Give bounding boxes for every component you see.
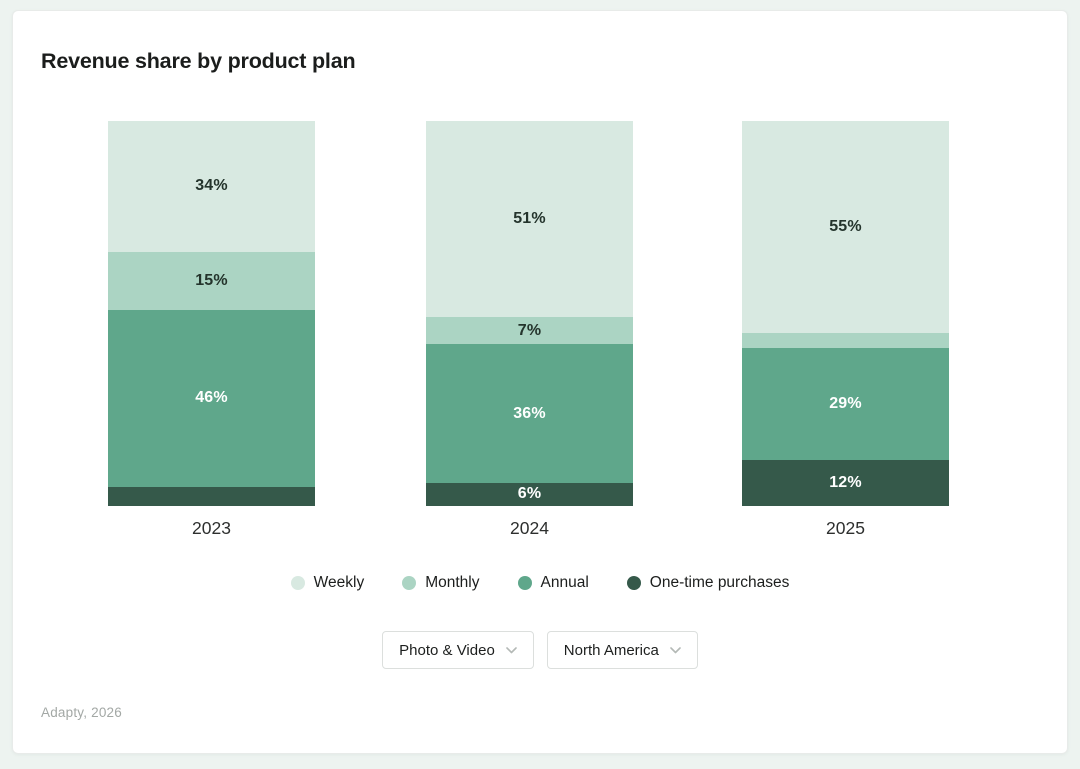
x-axis-label: 2023 — [192, 518, 231, 538]
stacked-bar-2024: 51% 7% 36% 6% — [426, 121, 633, 506]
legend-label: Monthly — [425, 574, 480, 591]
bar-segment-monthly: 7% — [426, 317, 633, 345]
bar-column-2025: 55% 29% 12% 2025 — [742, 121, 949, 539]
bar-segment-weekly: 34% — [108, 121, 315, 252]
segment-value-label: 34% — [195, 177, 228, 195]
segment-value-label: 29% — [829, 394, 862, 412]
legend-label: Weekly — [313, 574, 365, 591]
chevron-down-icon — [505, 646, 517, 654]
region-select-value: North America — [563, 641, 659, 659]
bar-segment-one-time-purchases: 12% — [742, 459, 949, 506]
bar-segment-monthly — [742, 332, 949, 349]
legend-item-one-time-purchases: One-time purchases — [626, 574, 790, 592]
bar-segment-one-time-purchases: 6% — [426, 482, 633, 506]
segment-value-label: 46% — [195, 389, 228, 407]
segment-value-label: 7% — [517, 321, 542, 339]
legend-item-weekly: Weekly — [290, 574, 365, 592]
bar-segment-annual: 46% — [108, 309, 315, 487]
bar-segment-annual: 36% — [426, 344, 633, 483]
chevron-down-icon — [670, 646, 681, 654]
legend-item-annual: Annual — [517, 574, 589, 592]
bar-segment-weekly: 55% — [742, 121, 949, 333]
segment-value-label: 36% — [513, 404, 546, 422]
region-select[interactable]: North America — [546, 631, 698, 669]
bar-column-2024: 51% 7% 36% 6% 2024 — [426, 121, 633, 539]
bar-segment-monthly: 15% — [108, 251, 315, 310]
segment-value-label: 51% — [513, 210, 546, 228]
filters-row: Photo & Video North America — [13, 631, 1067, 669]
legend-dot-icon — [517, 576, 532, 590]
legend-label: Annual — [540, 574, 589, 591]
bar-segment-annual: 29% — [742, 348, 949, 460]
chart-title: Revenue share by product plan — [41, 49, 356, 73]
bar-segment-one-time-purchases — [108, 486, 315, 506]
source-note: Adapty, 2026 — [41, 705, 122, 720]
legend-dot-icon — [402, 576, 417, 590]
legend-dot-icon — [290, 576, 305, 590]
stacked-bar-2023: 34% 15% 46% — [108, 121, 315, 506]
legend: Weekly Monthly Annual One-time purchases — [13, 574, 1067, 592]
bar-segment-weekly: 51% — [426, 121, 633, 318]
bar-column-2023: 34% 15% 46% 2023 — [108, 121, 315, 539]
legend-dot-icon — [626, 576, 641, 590]
chart-card: Revenue share by product plan 34% 15% 46% 2… — [12, 10, 1068, 754]
legend-label: One-time purchases — [649, 574, 790, 591]
legend-item-monthly: Monthly — [402, 574, 480, 592]
stacked-bar-2025: 55% 29% 12% — [742, 121, 949, 506]
category-select[interactable]: Photo & Video — [382, 631, 534, 669]
segment-value-label: 15% — [195, 271, 228, 289]
category-select-value: Photo & Video — [399, 641, 495, 659]
x-axis-label: 2024 — [510, 518, 549, 538]
chart-area: 34% 15% 46% 2023 51% 7% 36% 6% 2024 55% 29% 12% 2025 — [13, 121, 1067, 561]
segment-value-label: 6% — [517, 485, 542, 503]
x-axis-label: 2025 — [826, 518, 865, 538]
segment-value-label: 12% — [829, 473, 862, 491]
segment-value-label: 55% — [829, 217, 862, 235]
